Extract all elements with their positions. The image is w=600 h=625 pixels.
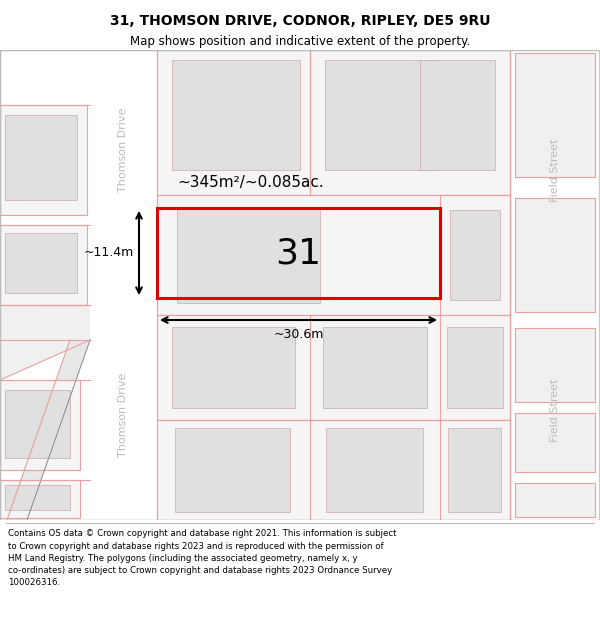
Bar — [177, 207, 320, 303]
Bar — [0, 105, 87, 215]
Bar — [515, 328, 595, 402]
Text: ~30.6m: ~30.6m — [274, 328, 323, 341]
Bar — [448, 428, 501, 512]
Bar — [515, 413, 595, 472]
Bar — [175, 428, 290, 512]
Polygon shape — [7, 340, 90, 520]
Bar — [0, 225, 87, 305]
Bar — [515, 483, 595, 517]
Bar — [0, 380, 80, 470]
Text: Field Street: Field Street — [550, 378, 560, 442]
Bar — [172, 60, 300, 170]
Bar — [5, 390, 70, 458]
Bar — [157, 195, 510, 315]
Bar — [323, 327, 427, 408]
Text: 31: 31 — [275, 236, 322, 270]
Bar — [5, 115, 77, 200]
Bar — [326, 428, 423, 512]
Bar — [157, 50, 310, 195]
Bar — [450, 210, 500, 300]
Bar — [157, 315, 510, 420]
Bar — [90, 50, 157, 520]
Text: Thomson Drive: Thomson Drive — [119, 372, 128, 458]
Bar — [157, 420, 510, 520]
Bar — [515, 53, 595, 177]
Text: Contains OS data © Crown copyright and database right 2021. This information is : Contains OS data © Crown copyright and d… — [8, 529, 397, 587]
Bar — [0, 480, 80, 518]
Text: Map shows position and indicative extent of the property.: Map shows position and indicative extent… — [130, 35, 470, 48]
Text: ~11.4m: ~11.4m — [84, 246, 134, 259]
Bar — [5, 485, 70, 510]
Bar — [447, 327, 503, 408]
Text: Field Street: Field Street — [550, 138, 560, 202]
Polygon shape — [0, 305, 90, 380]
Bar — [172, 327, 295, 408]
Text: 31, THOMSON DRIVE, CODNOR, RIPLEY, DE5 9RU: 31, THOMSON DRIVE, CODNOR, RIPLEY, DE5 9… — [110, 14, 490, 28]
Bar — [310, 50, 510, 195]
Bar — [510, 50, 600, 520]
Bar — [157, 208, 440, 298]
Text: Thomson Drive: Thomson Drive — [119, 107, 128, 192]
Text: ~345m²/~0.085ac.: ~345m²/~0.085ac. — [177, 175, 324, 190]
Bar — [515, 198, 595, 312]
Bar — [440, 195, 510, 315]
Bar — [5, 233, 77, 293]
Bar — [420, 60, 495, 170]
Bar — [325, 60, 435, 170]
